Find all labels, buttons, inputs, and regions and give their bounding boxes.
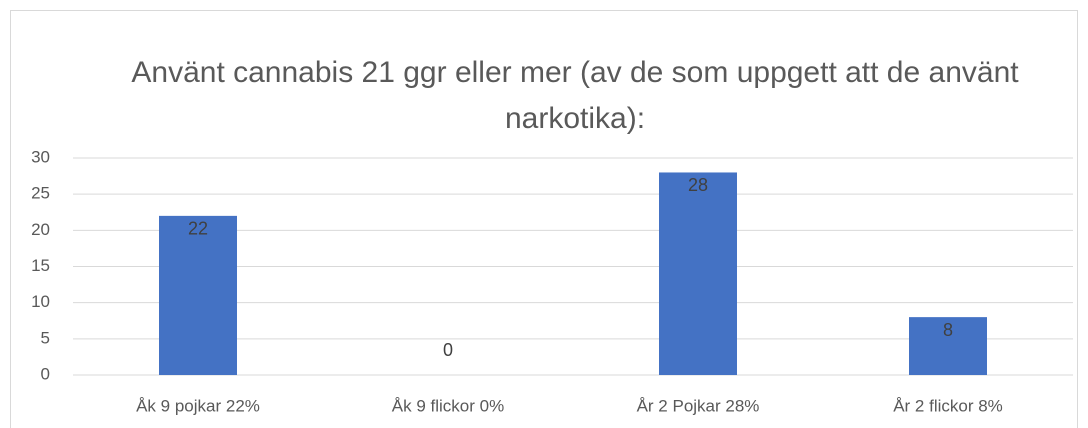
x-tick-label: År 2 Pojkar 28% bbox=[637, 396, 760, 415]
data-label: 28 bbox=[688, 175, 708, 195]
x-tick-label: År 2 flickor 8% bbox=[893, 396, 1003, 415]
y-tick-label: 0 bbox=[41, 364, 50, 383]
y-tick-label: 15 bbox=[31, 256, 50, 275]
y-tick-label: 30 bbox=[31, 147, 50, 166]
x-tick-label: Åk 9 flickor 0% bbox=[392, 396, 504, 415]
y-tick-label: 5 bbox=[41, 328, 50, 347]
data-label: 0 bbox=[443, 340, 453, 360]
bar bbox=[659, 172, 737, 375]
y-tick-label: 25 bbox=[31, 184, 50, 203]
bar bbox=[159, 215, 237, 375]
data-label: 8 bbox=[943, 320, 953, 340]
y-tick-label: 20 bbox=[31, 220, 50, 239]
y-tick-label: 10 bbox=[31, 292, 50, 311]
bar bbox=[909, 317, 987, 375]
x-tick-label: Åk 9 pojkar 22% bbox=[136, 396, 260, 415]
chart-title: Använt cannabis 21 ggr eller mer (av de … bbox=[131, 56, 1019, 135]
data-label: 22 bbox=[188, 219, 208, 239]
chart-border bbox=[10, 10, 1078, 428]
